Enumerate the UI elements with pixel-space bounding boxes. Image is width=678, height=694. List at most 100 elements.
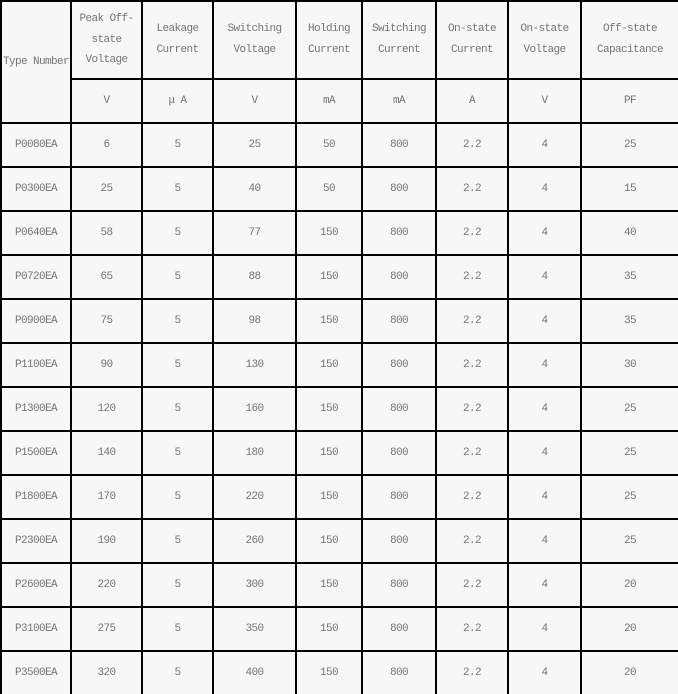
value-cell: 77: [212, 210, 297, 256]
value-cell: 50: [295, 122, 363, 168]
type-number-cell: P3100EA: [0, 606, 72, 652]
value-cell: 25: [580, 122, 678, 168]
unit-cell: μ A: [141, 78, 214, 124]
value-cell: 35: [580, 254, 678, 300]
unit-cell: V: [70, 78, 143, 124]
value-cell: 5: [141, 166, 214, 212]
table-row: P2300EA 190 5 260 150 800 2.2 4 25: [0, 518, 678, 564]
value-cell: 5: [141, 254, 214, 300]
table-row: P0900EA 75 5 98 150 800 2.2 4 35: [0, 298, 678, 344]
value-cell: 2.2: [435, 166, 509, 212]
value-cell: 260: [212, 518, 297, 564]
type-number-cell: P1300EA: [0, 386, 72, 432]
value-cell: 5: [141, 650, 214, 694]
value-cell: 2.2: [435, 606, 509, 652]
column-header: Switching Voltage: [212, 0, 297, 80]
value-cell: 800: [361, 650, 437, 694]
value-cell: 6: [70, 122, 143, 168]
type-number-cell: P2600EA: [0, 562, 72, 608]
value-cell: 2.2: [435, 254, 509, 300]
value-cell: 40: [580, 210, 678, 256]
value-cell: 2.2: [435, 430, 509, 476]
column-header: On-state Voltage: [507, 0, 582, 80]
value-cell: 4: [507, 650, 582, 694]
value-cell: 5: [141, 342, 214, 388]
value-cell: 25: [212, 122, 297, 168]
value-cell: 90: [70, 342, 143, 388]
value-cell: 5: [141, 474, 214, 520]
value-cell: 2.2: [435, 210, 509, 256]
value-cell: 150: [295, 430, 363, 476]
table-row: P3100EA 275 5 350 150 800 2.2 4 20: [0, 606, 678, 652]
value-cell: 25: [580, 386, 678, 432]
unit-cell: PF: [580, 78, 678, 124]
value-cell: 25: [580, 518, 678, 564]
value-cell: 4: [507, 386, 582, 432]
table-row: P1800EA 170 5 220 150 800 2.2 4 25: [0, 474, 678, 520]
value-cell: 800: [361, 386, 437, 432]
value-cell: 2.2: [435, 298, 509, 344]
value-cell: 98: [212, 298, 297, 344]
value-cell: 400: [212, 650, 297, 694]
value-cell: 800: [361, 254, 437, 300]
value-cell: 150: [295, 606, 363, 652]
value-cell: 65: [70, 254, 143, 300]
table-row: P0720EA 65 5 88 150 800 2.2 4 35: [0, 254, 678, 300]
value-cell: 2.2: [435, 474, 509, 520]
value-cell: 40: [212, 166, 297, 212]
value-cell: 4: [507, 562, 582, 608]
value-cell: 275: [70, 606, 143, 652]
value-cell: 800: [361, 342, 437, 388]
value-cell: 4: [507, 606, 582, 652]
value-cell: 2.2: [435, 122, 509, 168]
value-cell: 800: [361, 210, 437, 256]
value-cell: 25: [580, 474, 678, 520]
value-cell: 800: [361, 122, 437, 168]
value-cell: 180: [212, 430, 297, 476]
value-cell: 150: [295, 298, 363, 344]
unit-cell: mA: [361, 78, 437, 124]
value-cell: 5: [141, 298, 214, 344]
value-cell: 220: [70, 562, 143, 608]
value-cell: 30: [580, 342, 678, 388]
table-row: P3500EA 320 5 400 150 800 2.2 4 20: [0, 650, 678, 694]
table-row: P1500EA 140 5 180 150 800 2.2 4 25: [0, 430, 678, 476]
value-cell: 150: [295, 518, 363, 564]
value-cell: 2.2: [435, 562, 509, 608]
value-cell: 800: [361, 606, 437, 652]
value-cell: 800: [361, 562, 437, 608]
value-cell: 2.2: [435, 650, 509, 694]
value-cell: 2.2: [435, 342, 509, 388]
value-cell: 20: [580, 650, 678, 694]
value-cell: 150: [295, 474, 363, 520]
value-cell: 4: [507, 298, 582, 344]
value-cell: 150: [295, 562, 363, 608]
value-cell: 88: [212, 254, 297, 300]
type-number-cell: P0720EA: [0, 254, 72, 300]
unit-cell: V: [507, 78, 582, 124]
value-cell: 220: [212, 474, 297, 520]
value-cell: 4: [507, 122, 582, 168]
column-header: On-state Current: [435, 0, 509, 80]
value-cell: 300: [212, 562, 297, 608]
value-cell: 5: [141, 518, 214, 564]
type-number-cell: P1500EA: [0, 430, 72, 476]
value-cell: 5: [141, 386, 214, 432]
unit-cell: A: [435, 78, 509, 124]
value-cell: 20: [580, 606, 678, 652]
type-number-cell: P0900EA: [0, 298, 72, 344]
value-cell: 350: [212, 606, 297, 652]
column-header: Switching Current: [361, 0, 437, 80]
header-type-number: Type Number: [0, 0, 72, 124]
unit-cell: V: [212, 78, 297, 124]
value-cell: 5: [141, 606, 214, 652]
value-cell: 190: [70, 518, 143, 564]
value-cell: 5: [141, 210, 214, 256]
value-cell: 4: [507, 518, 582, 564]
value-cell: 120: [70, 386, 143, 432]
value-cell: 150: [295, 210, 363, 256]
table-row: P0300EA 25 5 40 50 800 2.2 4 15: [0, 166, 678, 212]
value-cell: 800: [361, 518, 437, 564]
